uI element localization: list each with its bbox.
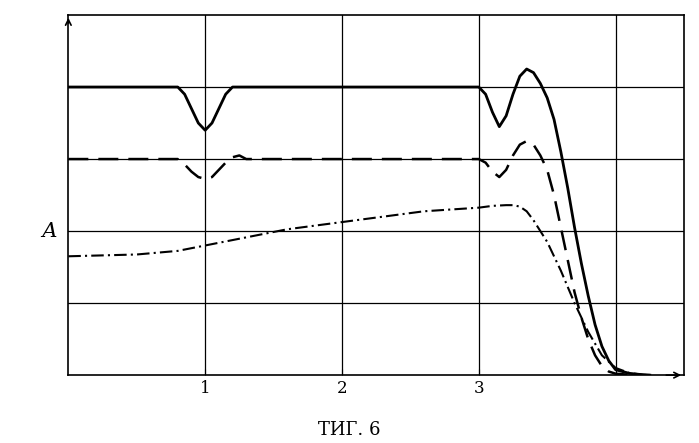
Text: ΤИГ. 6: ΤИГ. 6 xyxy=(318,420,381,439)
Text: А: А xyxy=(42,222,57,241)
